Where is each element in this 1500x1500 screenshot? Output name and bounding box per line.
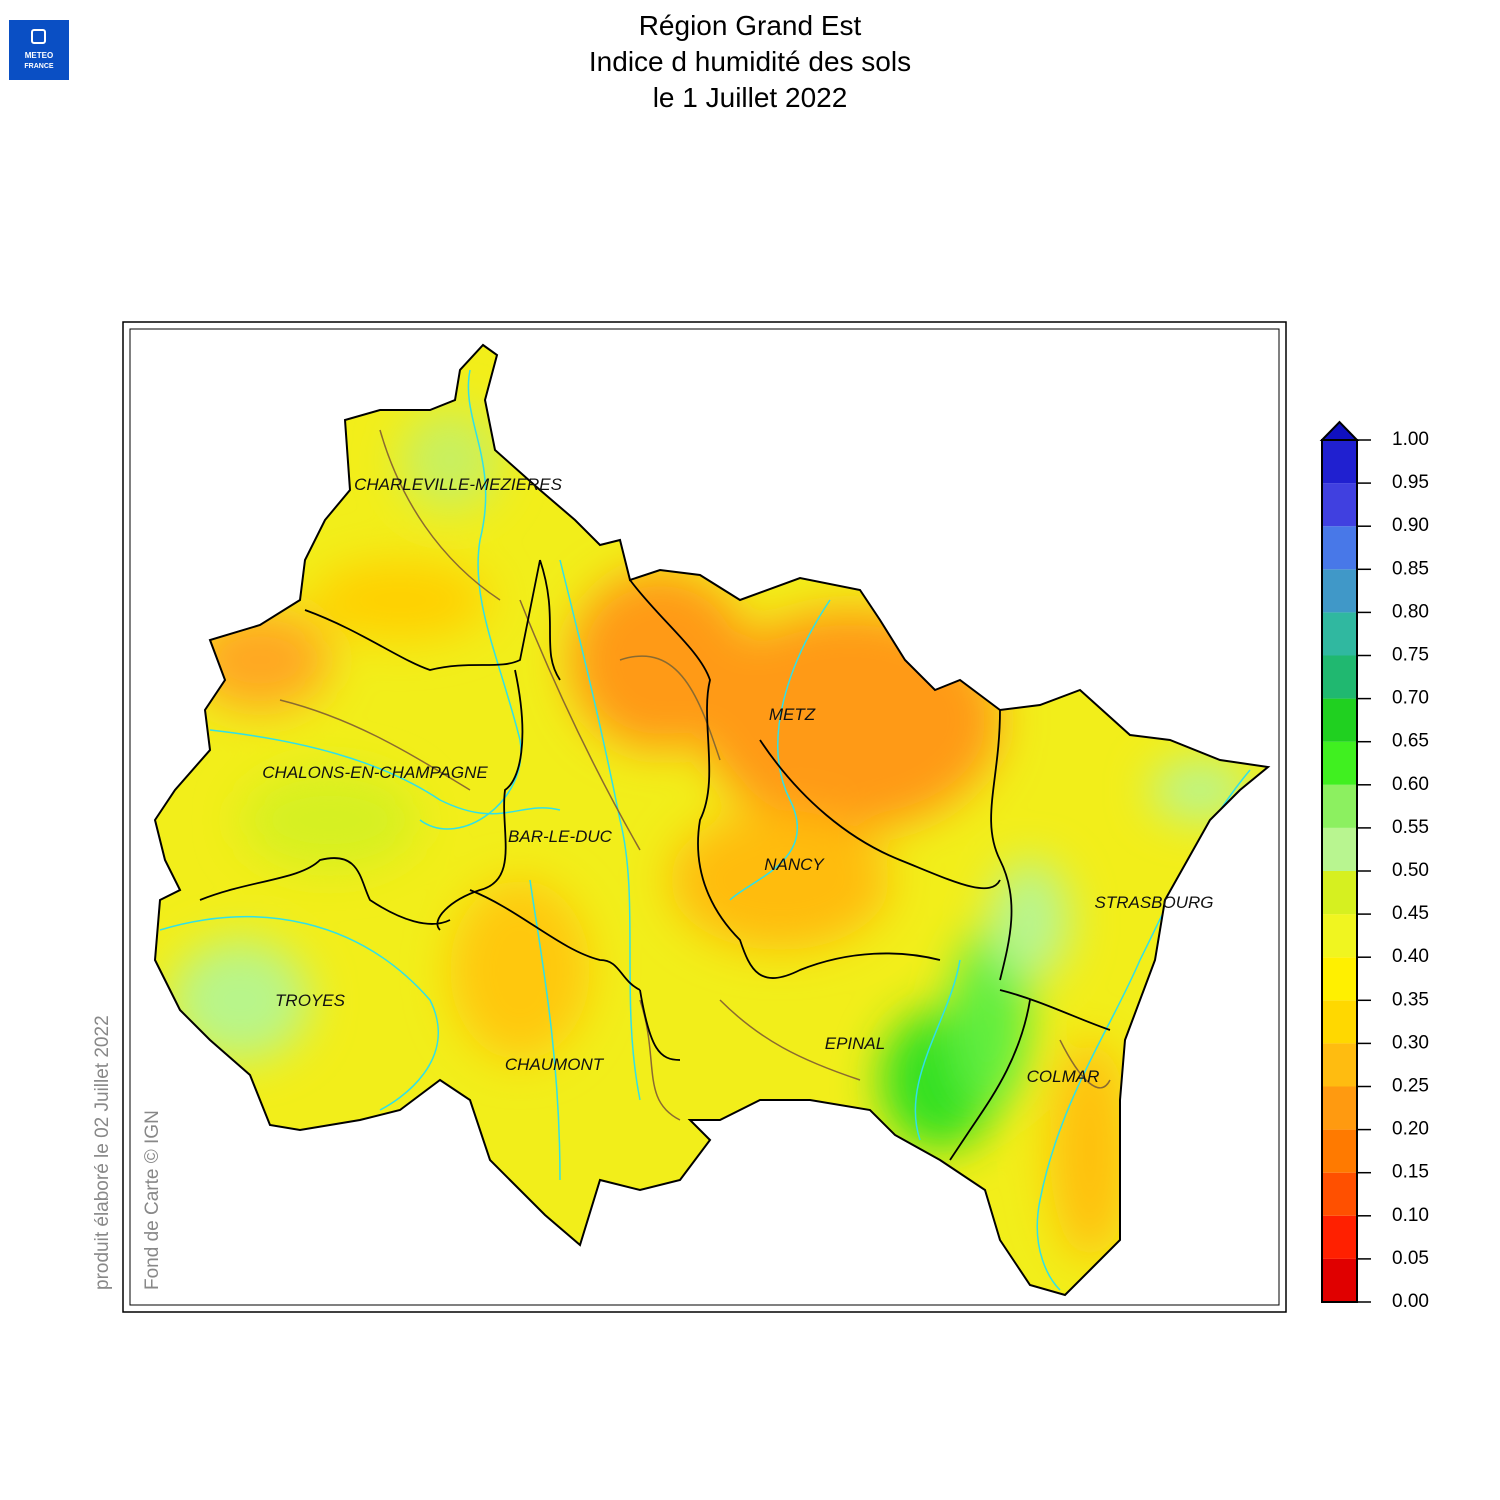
river — [529, 879, 561, 1181]
field-dry — [1050, 1040, 1130, 1260]
colorbar-tick-label: 0.70 — [1392, 688, 1429, 709]
colorbar: 0.00 0.05 0.10 0.15 0.20 0.25 0.30 0.35 0.40 0.45… — [1319, 420, 1429, 1312]
district-border — [279, 429, 1111, 1121]
colorbar-tick-label: 0.95 — [1392, 472, 1429, 493]
river — [729, 599, 831, 901]
colorbar-tick-label: 0.85 — [1392, 558, 1429, 579]
field-wet — [990, 860, 1070, 980]
colorbar-segment — [1322, 1172, 1357, 1216]
colorbar-segment — [1322, 914, 1357, 958]
colorbar-tick-label: 0.50 — [1392, 860, 1429, 881]
logo: METEO FRANCE — [9, 20, 69, 80]
city-label: TROYES — [275, 991, 346, 1010]
city-label: BAR-LE-DUC — [508, 827, 613, 846]
department-borders — [199, 559, 1111, 1161]
river — [209, 729, 561, 815]
colorbar-segment — [1322, 1000, 1357, 1044]
map-frame — [122, 321, 1287, 1313]
title: Indice d humidité des sols — [589, 46, 911, 77]
title: Région Grand Est — [639, 10, 862, 41]
city-label: STRASBOURG — [1094, 893, 1213, 912]
logo-text: METEO — [25, 51, 53, 60]
colorbar-tick-label: 0.80 — [1392, 601, 1429, 622]
city-label: CHAUMONT — [505, 1055, 605, 1074]
colorbar-tick-label: 0.05 — [1392, 1248, 1429, 1269]
district-borders — [279, 429, 1111, 1121]
colorbar-tick-label: 0.65 — [1392, 731, 1429, 752]
colorbar-tick-label: 0.00 — [1392, 1291, 1429, 1312]
map-frame — [129, 328, 1280, 1306]
colorbar-tick-label: 0.30 — [1392, 1032, 1429, 1053]
colorbar-segment — [1322, 569, 1357, 613]
city-label: METZ — [769, 705, 816, 724]
field-dry — [670, 810, 890, 950]
colorbar-tick-label: 0.40 — [1392, 946, 1429, 967]
colorbar-segment — [1322, 698, 1357, 742]
colorbar-tick-label: 0.15 — [1392, 1162, 1429, 1183]
colorbar-segment — [1322, 827, 1357, 871]
colorbar-segment — [1322, 526, 1357, 570]
field-wet — [400, 410, 500, 510]
city-label: EPINAL — [825, 1034, 885, 1053]
colorbar-segment — [1322, 612, 1357, 656]
city-label: COLMAR — [1027, 1067, 1100, 1086]
city-label: CHALONS-EN-CHAMPAGNE — [262, 763, 488, 782]
river — [419, 369, 522, 830]
colorbar-segment — [1322, 1215, 1357, 1259]
colorbar-tick-label: 0.35 — [1392, 989, 1429, 1010]
river — [559, 559, 641, 1101]
field-dry — [310, 560, 490, 640]
field-wet — [240, 770, 420, 870]
field-wet — [170, 940, 310, 1060]
credit: Fond de Carte © IGN — [142, 1110, 163, 1290]
colorbar-tick-label: 0.20 — [1392, 1119, 1429, 1140]
logo-text: FRANCE — [24, 63, 53, 70]
credit: produit élaboré le 02 Juillet 2022 — [92, 1015, 113, 1290]
city-label: CHARLEVILLE-MEZIERES — [354, 475, 562, 494]
colorbar-tick-label: 0.10 — [1392, 1205, 1429, 1226]
colorbar-tick-label: 0.90 — [1392, 515, 1429, 536]
field-dry — [450, 880, 590, 1060]
logo-icon — [31, 29, 46, 44]
colorbar-segment — [1322, 483, 1357, 527]
colorbar-tick-label: 0.55 — [1392, 817, 1429, 838]
city-labels: CHARLEVILLE-MEZIERES METZ CHALONS-EN-CHAMP… — [262, 475, 1213, 1086]
colorbar-segment — [1322, 1086, 1357, 1130]
department-border — [199, 559, 1111, 1161]
rivers — [159, 369, 1251, 1291]
colorbar-segment — [1322, 784, 1357, 828]
colorbar-tick-label: 0.75 — [1392, 645, 1429, 666]
colorbar-tick-label: 0.60 — [1392, 774, 1429, 795]
colorbar-tick-label: 0.25 — [1392, 1076, 1429, 1097]
river — [914, 959, 961, 1141]
colorbar-segment — [1322, 1043, 1357, 1087]
colorbar-segment — [1322, 957, 1357, 1001]
colorbar-segment — [1322, 440, 1357, 484]
colorbar-segment — [1322, 1129, 1357, 1173]
colorbar-segment — [1322, 1258, 1357, 1302]
city-label: NANCY — [764, 855, 825, 874]
colorbar-segment — [1322, 741, 1357, 785]
colorbar-tick-label: 1.00 — [1392, 429, 1429, 450]
title: le 1 Juillet 2022 — [653, 82, 848, 113]
colorbar-segment — [1322, 655, 1357, 699]
colorbar-tick-label: 0.45 — [1392, 903, 1429, 924]
river — [159, 916, 439, 1111]
colorbar-segment — [1322, 871, 1357, 915]
